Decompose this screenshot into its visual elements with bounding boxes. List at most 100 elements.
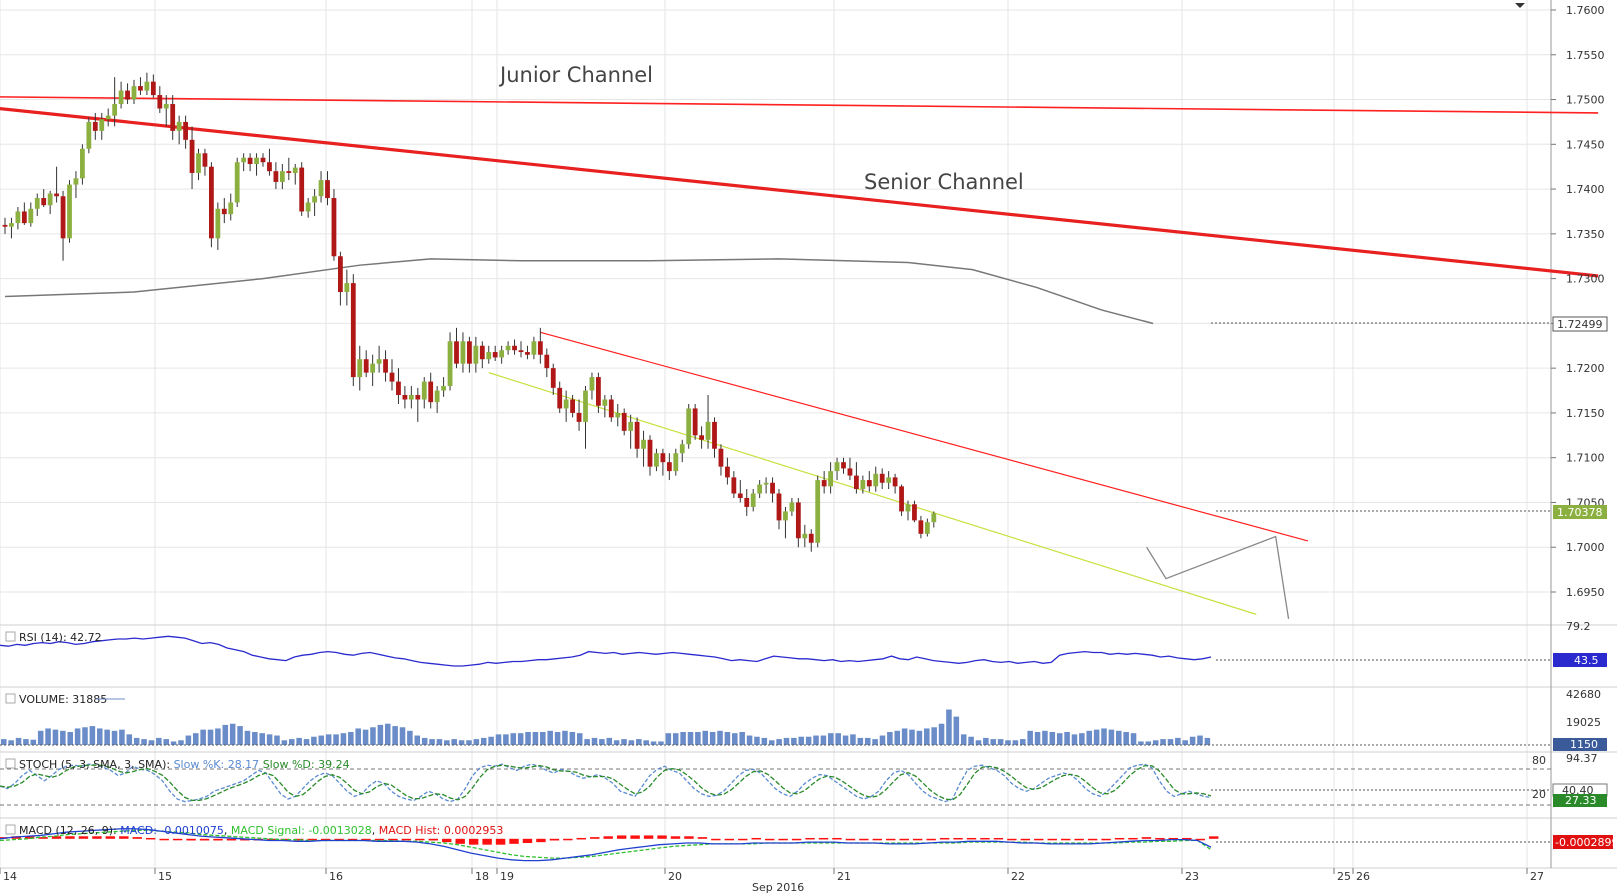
candle-body [757,484,763,494]
candle [492,345,498,361]
candle [305,198,311,218]
candle [660,448,666,476]
candle [931,511,937,528]
volume-bar [237,726,243,745]
stoch-label-k: Slow %K: 28.17 [174,758,260,771]
volume-bar [340,733,347,745]
candle [247,153,253,172]
candle [505,341,511,355]
candle [396,368,401,404]
macd-hist-bar [684,836,694,839]
macd-hist-bar [845,838,856,841]
candle-body [383,359,388,373]
stoch-pane [0,763,1551,806]
volume-bar [938,723,945,745]
volume-bar [200,729,206,745]
stoch-close-icon[interactable] [5,758,16,769]
price-tick-label: 1.7450 [1566,138,1605,151]
macd-hist-bar [455,838,465,844]
rsi-label: RSI (14): 42.72 [19,631,102,644]
price-tick-label: 1.7600 [1566,4,1605,17]
volume-bar [591,737,598,745]
time-tick-label: 26 [1356,870,1370,883]
candle [596,372,601,413]
candle [209,162,214,248]
candle [2,217,8,234]
volume-bar [141,739,147,745]
volume-bar [266,734,273,745]
volume-bar [503,734,509,745]
candle [54,166,59,203]
candle-body [34,198,40,209]
volume-bar [325,734,332,745]
macd-hist-bar [1047,838,1057,841]
macd-hist-bar [616,835,627,839]
volume-bar [377,724,384,745]
candle-body [312,196,317,203]
candle [286,157,292,181]
volume-bar [983,737,989,745]
macd-hist-bar [442,838,452,843]
volume-bar [798,736,805,745]
candle [344,269,350,306]
time-axis: 14 15 16 18 19 20 21 22 23 25 26 27 [0,868,1544,883]
candle-body [241,157,247,163]
candle-body [105,115,111,120]
candle [350,274,356,387]
volume-close-icon[interactable] [5,693,16,704]
candle-body [686,408,692,445]
candle [712,417,717,458]
macd-hist-bar [65,836,75,839]
candle [821,471,827,494]
candle-body [473,345,479,364]
candle [557,381,563,413]
candle [189,126,195,190]
volume-bar [894,730,901,745]
volume-bar [488,736,494,745]
volume-bar [8,740,14,745]
candle-body [150,81,156,96]
stoch-k-tag [1553,794,1607,807]
macd-hist-bar [1034,838,1044,841]
candle-body [492,352,498,358]
volume-tag-text: 1150 [1570,738,1598,751]
volume-bar [1086,730,1093,745]
candle [570,395,575,418]
candle [34,193,40,216]
candle [402,386,408,409]
collapse-arrow-icon[interactable] [1515,3,1525,8]
candle-body [47,193,53,206]
price-tick-label: 1.6950 [1566,586,1605,599]
candle-body [828,471,833,487]
candle-body [305,202,311,212]
volume-bar [1020,739,1026,745]
stoch-level-80: 80 [1532,754,1546,767]
macd-close-icon[interactable] [5,824,16,835]
candle-body [841,462,846,469]
candle-body [80,148,85,179]
candle-body [54,193,59,197]
candle-body [608,399,614,418]
candle-body [854,475,859,490]
rsi-close-icon[interactable] [5,631,16,642]
volume-bar [407,730,413,745]
macd-line [0,828,1212,862]
candle [847,457,853,481]
volume-bar [133,737,140,745]
macd-hist-bar [186,838,196,841]
candle-body [802,533,808,539]
candle-body [325,180,330,199]
volume-bar [628,740,635,745]
volume-bar [480,737,487,745]
candle-body [118,90,124,105]
macd-hist-bar [92,836,102,839]
macd-hist-bar [912,838,923,841]
volume-bar [119,729,125,745]
time-tick-label: 14 [3,870,17,883]
candle-body [544,354,550,369]
stoch-level-20: 20 [1532,788,1546,801]
volume-bar [1,739,7,745]
candle [673,448,679,476]
candle [808,529,814,552]
